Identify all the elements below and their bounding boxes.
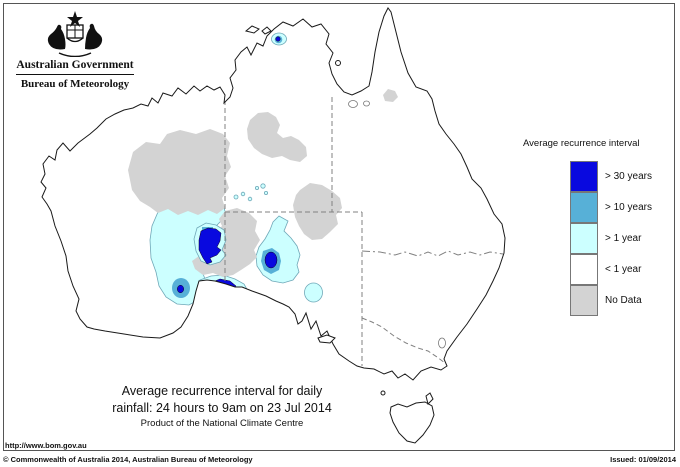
legend-swatch-gt-30-years [570,161,598,192]
legend-item-no-data: No Data [570,285,675,316]
legend-item-gt-30-years: > 30 years [570,161,675,192]
legend-swatch-gt-10-years [570,192,598,223]
legend-item-gt-1-year: > 1 year [570,223,675,254]
map-caption: Average recurrence interval for daily ra… [52,383,392,430]
legend-label: > 30 years [605,171,652,182]
legend-label: No Data [605,295,642,306]
legend-label: > 10 years [605,202,652,213]
legend-title: Average recurrence interval [523,138,640,149]
map-border-frame [3,3,675,451]
legend-item-gt-10-years: > 10 years [570,192,675,223]
legend-label: < 1 year [605,264,642,275]
bureau-title: Bureau of Meteorology [20,78,130,90]
caption-line-1: Average recurrence interval for daily [121,384,323,398]
caption-line-3: Product of the National Climate Centre [140,418,304,429]
coat-of-arms-icon [47,11,103,57]
header-divider [16,74,134,75]
legend-rows: > 30 years > 10 years > 1 year < 1 year … [570,161,675,316]
legend-swatch-lt-1-year [570,254,598,285]
issued-date: Issued: 01/09/2014 [610,455,676,464]
lake-outlines [348,100,446,349]
legend: Average recurrence interval > 30 years >… [523,138,675,316]
legend-swatch-no-data [570,285,598,316]
government-header: Australian Government Bureau of Meteorol… [10,9,140,90]
legend-swatch-gt-1-year [570,223,598,254]
government-title: Australian Government [16,59,134,71]
legend-label: > 1 year [605,233,642,244]
tasmania-outline [389,401,435,444]
copyright-notice: © Commonwealth of Australia 2014, Austra… [3,455,253,464]
state-borders [224,97,504,366]
caption-line-2: rainfall: 24 hours to 9am on 23 Jul 2014 [112,401,332,415]
bom-url: http://www.bom.gov.au [5,441,87,450]
tasmania-and-islands [244,25,435,444]
legend-item-lt-1-year: < 1 year [570,254,675,285]
